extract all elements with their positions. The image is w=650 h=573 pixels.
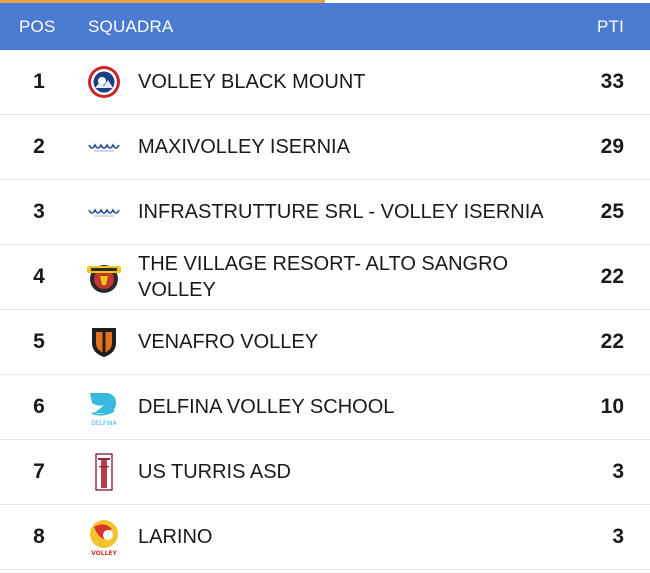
venafro-shield-logo (84, 322, 124, 362)
row-points: 33 (600, 70, 624, 93)
row-points: 22 (600, 265, 624, 288)
table-row[interactable]: 2 MAXIVOLLEY ISERNIA 29 (0, 115, 650, 180)
header-team: SQUADRA (88, 16, 174, 36)
alto-sangro-logo (84, 257, 124, 297)
row-team-name: US TURRIS ASD (138, 461, 291, 483)
row-position: 8 (33, 525, 45, 548)
delfina-logo-text: DELFINA (91, 420, 117, 427)
table-header: POS SQUADRA PTI (0, 3, 650, 50)
row-team-name: THE VILLAGE RESORT- ALTO SANGRO VOLLEY (138, 253, 509, 301)
header-pts: PTI (596, 16, 624, 36)
row-position: 3 (33, 200, 45, 223)
delfina-logo: DELFINA (84, 387, 124, 427)
row-points: 25 (600, 200, 624, 223)
turris-tower-logo (84, 452, 124, 492)
volley-isernia-logo (84, 127, 124, 167)
row-team-name: VENAFRO VOLLEY (138, 331, 319, 353)
table-row[interactable]: 1 VOLLEY BLACK MOUNT 33 (0, 50, 650, 115)
row-team-name: VOLLEY BLACK MOUNT (138, 71, 366, 93)
row-team-name: INFRASTRUTTURE SRL - VOLLEY ISERNIA (138, 201, 544, 223)
table-row[interactable]: 5 VENAFRO VOLLEY 22 (0, 310, 650, 375)
row-team-name: MAXIVOLLEY ISERNIA (138, 136, 350, 158)
row-position: 1 (33, 70, 45, 93)
table-row[interactable]: 8 VOLLEY LARINO 3 (0, 505, 650, 570)
table-row[interactable]: 3 INFRASTRUTTURE SRL - VOLLEY ISERNIA 25 (0, 180, 650, 245)
row-points: 3 (612, 460, 624, 483)
row-position: 2 (33, 135, 45, 158)
larino-logo-text: VOLLEY (91, 550, 117, 557)
row-team-name: LARINO (138, 526, 213, 548)
standings-table: 1 VOLLEY BLACK MOUNT 33 2 MAXIVOLLEY ISE… (0, 50, 650, 570)
table-row[interactable]: 7 US TURRIS ASD 3 (0, 440, 650, 505)
row-team-name: DELFINA VOLLEY SCHOOL (138, 396, 395, 418)
row-points: 22 (600, 330, 624, 353)
row-points: 3 (612, 525, 624, 548)
volley-black-mount-logo (84, 62, 124, 102)
table-row[interactable]: 6 DELFINA DELFINA VOLLEY SCHOOL 10 (0, 375, 650, 440)
row-position: 5 (33, 330, 45, 353)
row-position: 7 (33, 460, 45, 483)
header-pos: POS (19, 16, 56, 36)
top-accent-bar (0, 0, 325, 3)
row-points: 10 (600, 395, 624, 418)
volley-isernia-logo (84, 192, 124, 232)
table-row[interactable]: 4 THE VILLAGE RESORT- ALTO SANGRO VOLLEY… (0, 245, 650, 310)
larino-logo: VOLLEY (84, 517, 124, 557)
row-points: 29 (600, 135, 624, 158)
row-position: 4 (33, 265, 45, 288)
row-position: 6 (33, 395, 45, 418)
